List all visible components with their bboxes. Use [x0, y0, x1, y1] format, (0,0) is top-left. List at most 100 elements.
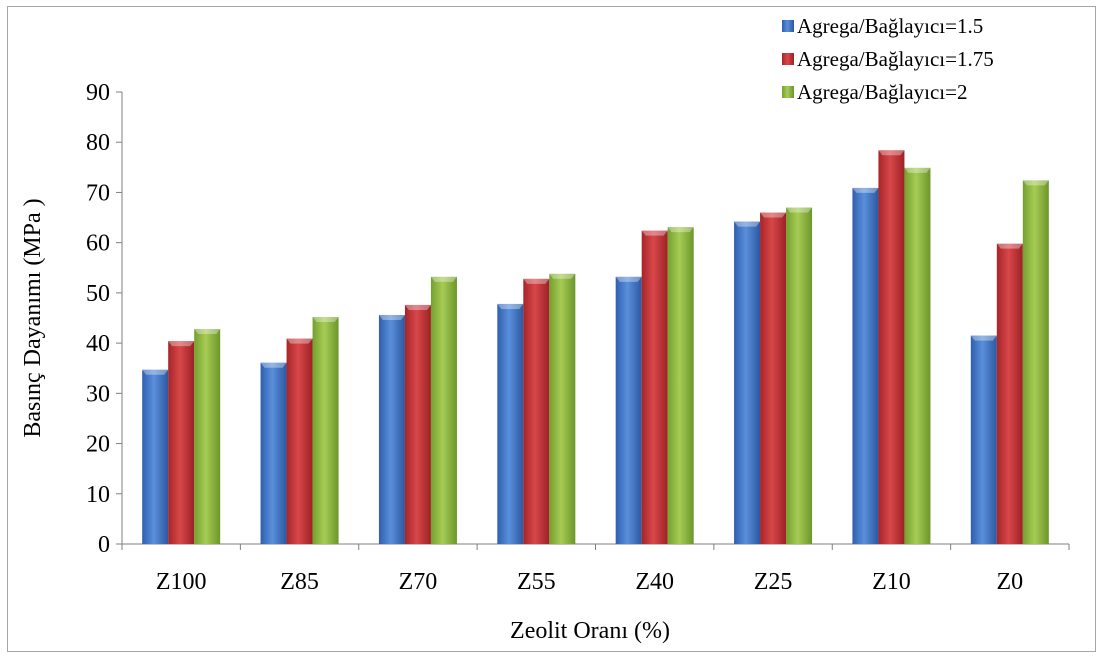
- legend-swatch: [782, 53, 794, 65]
- bar-body: [852, 187, 879, 544]
- bar: [970, 335, 997, 544]
- legend-swatch: [782, 20, 794, 32]
- y-axis: 0 10 20 30 40 50 60 70 80 90: [86, 80, 123, 558]
- y-tick-label: 0: [98, 532, 110, 558]
- x-axis: Z100 Z85 Z70 Z55 Z40 Z25 Z10 Z0: [121, 543, 1070, 595]
- x-category-label: Z10: [872, 569, 911, 595]
- bar: [667, 227, 694, 544]
- bar-body: [142, 369, 169, 544]
- bar-highlight: [194, 329, 221, 335]
- y-tick-label: 20: [86, 432, 110, 458]
- bar: [194, 329, 221, 544]
- bar-body: [260, 362, 287, 544]
- bar: [142, 369, 169, 544]
- bar-highlight: [996, 243, 1023, 249]
- bar-highlight: [970, 335, 997, 341]
- bar-highlight: [615, 276, 642, 282]
- bar: [286, 338, 313, 544]
- bar-body: [878, 150, 905, 544]
- x-category-label: Z100: [156, 569, 207, 595]
- bar: [168, 341, 195, 544]
- bar-highlight: [878, 150, 905, 156]
- x-axis-title: Zeolit Oranı (%): [510, 618, 670, 644]
- bar-body: [497, 303, 524, 544]
- x-category-label: Z55: [517, 569, 556, 595]
- bar-body: [760, 212, 787, 545]
- bar: [641, 230, 668, 544]
- bar-body: [615, 276, 642, 544]
- y-tick-label: 70: [86, 180, 110, 206]
- bar-highlight: [312, 316, 339, 322]
- bar-body: [312, 316, 339, 544]
- bar-highlight: [142, 369, 169, 375]
- bar-highlight: [404, 304, 431, 310]
- bar-body: [286, 338, 313, 544]
- y-tick-label: 30: [86, 381, 110, 407]
- y-tick-label: 10: [86, 482, 110, 508]
- bar-body: [641, 230, 668, 544]
- bar: [430, 276, 457, 544]
- bar: [852, 187, 879, 544]
- bar-body: [904, 167, 931, 544]
- bar-highlight: [168, 341, 195, 347]
- bar-body: [168, 341, 195, 544]
- bar: [878, 150, 905, 544]
- bar: [312, 316, 339, 544]
- bar: [786, 207, 813, 544]
- bar: [996, 243, 1023, 544]
- bar-highlight: [430, 276, 457, 282]
- bar: [404, 304, 431, 544]
- y-tick-label: 80: [86, 130, 110, 156]
- bar-highlight: [760, 212, 787, 218]
- x-category-label: Z25: [754, 569, 793, 595]
- bar-highlight: [786, 207, 813, 213]
- legend: Agrega/Bağlayıcı=1.5 Agrega/Bağlayıcı=1.7…: [782, 14, 994, 104]
- bar: [615, 276, 642, 544]
- bar-body: [996, 243, 1023, 544]
- bar-body: [667, 227, 694, 544]
- bar-body: [1022, 180, 1049, 544]
- bar-highlight: [497, 303, 524, 309]
- bar-highlight: [734, 221, 761, 227]
- bar: [260, 362, 287, 544]
- bar-body: [970, 335, 997, 544]
- legend-label: Agrega/Bağlayıcı=1.75: [797, 47, 994, 71]
- bar-body: [194, 329, 221, 544]
- bar: [549, 273, 576, 544]
- bar-highlight: [667, 227, 694, 233]
- bar-body: [786, 207, 813, 544]
- bar-body: [734, 221, 761, 544]
- bar: [497, 303, 524, 544]
- x-category-label: Z40: [635, 569, 674, 595]
- y-tick-label: 40: [86, 331, 110, 357]
- bar-body: [549, 273, 576, 544]
- bar-highlight: [260, 362, 287, 368]
- bar-highlight: [641, 230, 668, 236]
- y-tick-label: 60: [86, 231, 110, 257]
- bar-body: [378, 314, 405, 544]
- bar: [904, 167, 931, 544]
- bar-highlight: [904, 167, 931, 173]
- y-axis-title: Basınç Dayanımı (MPa ): [20, 198, 46, 437]
- legend-label: Agrega/Bağlayıcı=2: [797, 80, 967, 104]
- x-category-label: Z0: [996, 569, 1023, 595]
- bar-body: [523, 278, 550, 544]
- bar-highlight: [549, 273, 576, 279]
- x-category-label: Z85: [280, 569, 319, 595]
- bar: [760, 212, 787, 545]
- bar-highlight: [852, 187, 879, 193]
- bar-body: [430, 276, 457, 544]
- bars: [142, 150, 1049, 545]
- bar-highlight: [1022, 180, 1049, 186]
- legend-label: Agrega/Bağlayıcı=1.5: [797, 14, 983, 38]
- bar-highlight: [378, 314, 405, 320]
- y-tick-label: 90: [86, 80, 110, 106]
- bar-body: [404, 304, 431, 544]
- x-category-label: Z70: [399, 569, 438, 595]
- bar: [1022, 180, 1049, 544]
- bar-highlight: [286, 338, 313, 344]
- legend-swatch: [782, 86, 794, 98]
- y-tick-label: 50: [86, 281, 110, 307]
- bar: [523, 278, 550, 544]
